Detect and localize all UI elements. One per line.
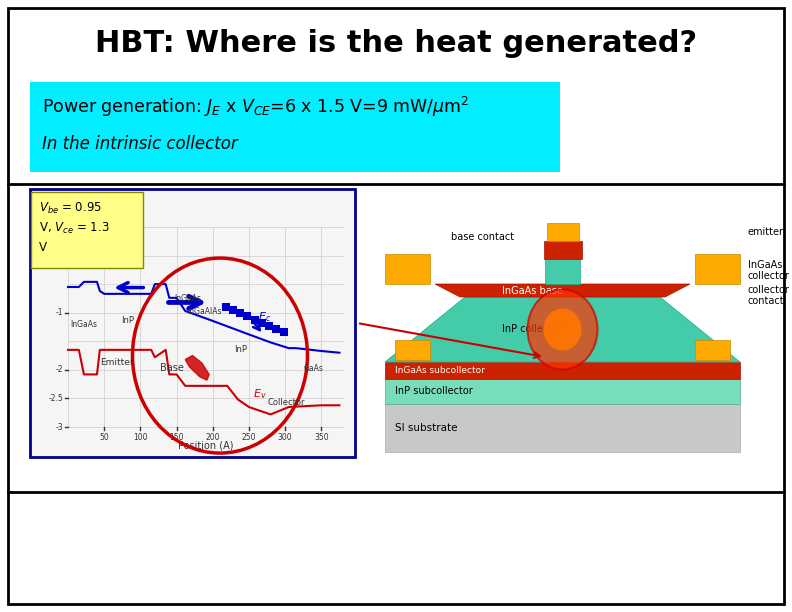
- Bar: [236, 309, 244, 317]
- Text: 300: 300: [278, 433, 292, 442]
- Text: emitter: emitter: [748, 227, 784, 237]
- Polygon shape: [185, 356, 209, 380]
- Bar: [695, 254, 740, 284]
- Bar: [280, 328, 287, 336]
- Bar: [370, 187, 770, 462]
- Text: SI substrate: SI substrate: [395, 423, 458, 433]
- Text: HBT: Where is the heat generated?: HBT: Where is the heat generated?: [95, 29, 697, 59]
- Text: $E_v$: $E_v$: [253, 387, 266, 401]
- Text: Emitter: Emitter: [101, 358, 134, 367]
- Bar: [385, 362, 740, 379]
- Bar: [265, 322, 273, 330]
- Bar: [272, 325, 280, 333]
- Bar: [385, 379, 740, 404]
- Text: 150: 150: [169, 433, 184, 442]
- Bar: [243, 313, 252, 321]
- Text: -3: -3: [55, 422, 63, 431]
- Text: 0.5: 0.5: [51, 223, 63, 231]
- Text: V, $V_{ce}$ = 1.3: V, $V_{ce}$ = 1.3: [39, 221, 109, 236]
- Text: 0: 0: [58, 251, 63, 260]
- Bar: [545, 259, 580, 284]
- Bar: [229, 306, 237, 314]
- Text: Position (A): Position (A): [177, 440, 234, 450]
- Bar: [385, 404, 740, 452]
- Bar: [395, 340, 430, 360]
- Bar: [30, 189, 355, 457]
- Text: InGaAs subcollector: InGaAs subcollector: [395, 366, 485, 375]
- Text: 100: 100: [133, 433, 147, 442]
- Text: V: V: [39, 241, 47, 254]
- Text: InGaAs base: InGaAs base: [502, 286, 563, 296]
- Text: 250: 250: [242, 433, 256, 442]
- Text: -1: -1: [55, 308, 63, 317]
- Bar: [258, 319, 266, 327]
- Text: InP: InP: [121, 316, 134, 325]
- Bar: [385, 254, 430, 284]
- Text: InP collector: InP collector: [502, 324, 562, 335]
- Text: InGaAlAs: InGaAlAs: [187, 307, 221, 316]
- Text: Base: Base: [159, 363, 184, 373]
- Text: In the intrinsic collector: In the intrinsic collector: [42, 135, 238, 153]
- Polygon shape: [385, 297, 740, 362]
- Text: InGaAs: InGaAs: [174, 294, 201, 303]
- Text: InP: InP: [234, 345, 247, 354]
- Text: InGaAs: InGaAs: [70, 320, 97, 329]
- Bar: [222, 303, 230, 311]
- Text: GaAs: GaAs: [304, 364, 324, 373]
- Ellipse shape: [527, 289, 597, 370]
- Polygon shape: [435, 284, 690, 297]
- Text: 200: 200: [205, 433, 220, 442]
- FancyBboxPatch shape: [31, 192, 143, 268]
- Text: 350: 350: [314, 433, 329, 442]
- Text: Power generation: $J_E$ x $V_{CE}$=6 x 1.5 V=9 mW/$\mu$m$^2$: Power generation: $J_E$ x $V_{CE}$=6 x 1…: [42, 95, 470, 119]
- Bar: [30, 82, 560, 172]
- Text: collector
contact: collector contact: [748, 285, 790, 306]
- Text: Collector: Collector: [268, 398, 305, 407]
- Text: $V_{be}$ = 0.95: $V_{be}$ = 0.95: [39, 201, 102, 216]
- Text: $E_c$: $E_c$: [257, 310, 271, 324]
- Text: base contact: base contact: [451, 232, 514, 242]
- Ellipse shape: [543, 308, 581, 351]
- Bar: [543, 241, 581, 259]
- Text: InP subcollector: InP subcollector: [395, 387, 473, 397]
- Bar: [695, 340, 730, 360]
- Text: InGaAs
collector: InGaAs collector: [748, 259, 790, 282]
- Text: -2.5: -2.5: [48, 394, 63, 403]
- Text: 50: 50: [99, 433, 109, 442]
- Bar: [546, 223, 578, 241]
- Text: -2: -2: [55, 365, 63, 375]
- Bar: [251, 316, 259, 324]
